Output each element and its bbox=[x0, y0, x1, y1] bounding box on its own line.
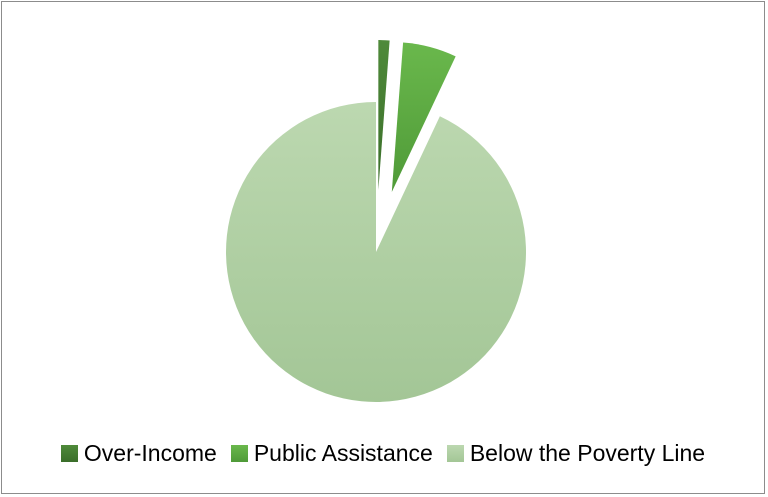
legend-item-public-assistance: Public Assistance bbox=[230, 440, 433, 467]
legend-label: Public Assistance bbox=[253, 440, 433, 466]
legend-swatch bbox=[446, 445, 464, 462]
pie-slice-below-the-poverty-line bbox=[226, 102, 526, 403]
pie-slices bbox=[226, 40, 526, 403]
legend-item-over-income: Over-Income bbox=[60, 440, 217, 467]
legend-item-below-poverty-line: Below the Poverty Line bbox=[446, 440, 706, 467]
legend-label: Below the Poverty Line bbox=[469, 440, 706, 466]
pie-slice-public-assistance bbox=[391, 42, 456, 193]
legend-swatch bbox=[230, 445, 248, 462]
legend-label: Over-Income bbox=[83, 440, 217, 466]
pie-slice-over-income bbox=[378, 40, 390, 191]
legend-swatch bbox=[60, 445, 78, 462]
legend: Over-Income Public Assistance Below the … bbox=[0, 440, 766, 467]
pie-chart bbox=[226, 40, 526, 403]
